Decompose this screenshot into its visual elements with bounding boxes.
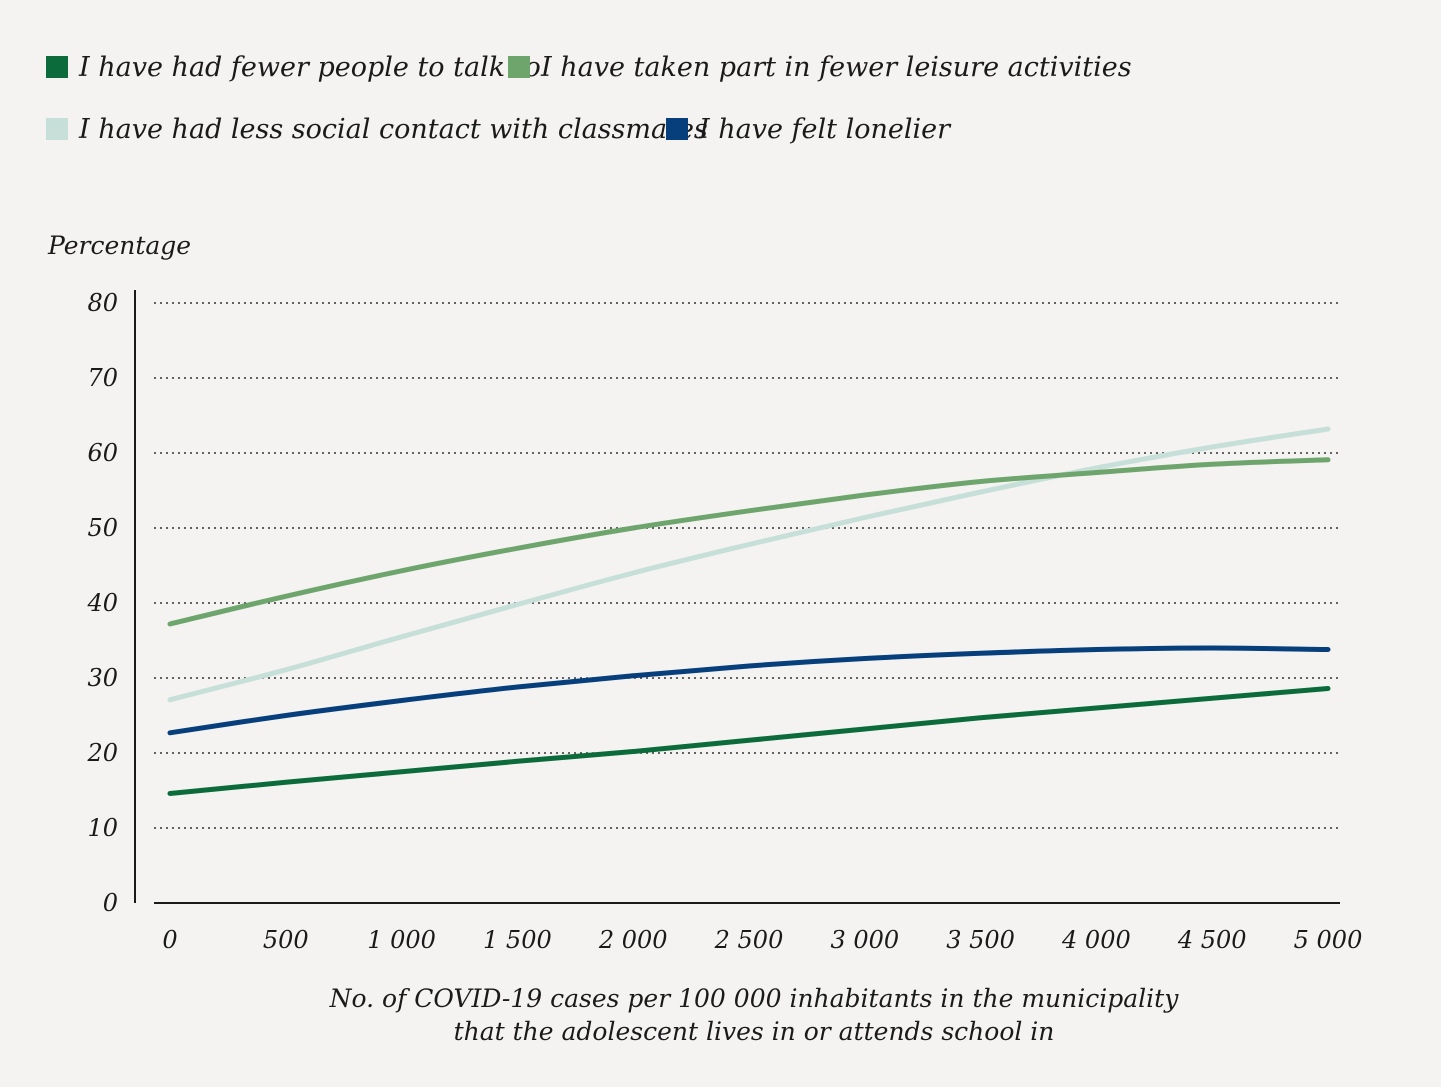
legend: I have had fewer people to talk to I have…: [46, 52, 1132, 145]
series-line-3: [167, 645, 1331, 736]
x-tick-label: 3 000: [830, 926, 899, 954]
legend-swatch-3: [666, 118, 688, 140]
x-tick-label: 500: [263, 926, 309, 954]
legend-label-1: I have taken part in fewer leisure activ…: [540, 52, 1132, 83]
y-tick-label: 80: [87, 289, 118, 317]
gridlines: [154, 302, 1340, 829]
legend-swatch-1: [508, 56, 530, 78]
series-line-1: [167, 457, 1331, 627]
x-tick-label: 3 500: [946, 926, 1015, 954]
legend-swatch-2: [46, 118, 68, 140]
y-tick-label: 0: [103, 889, 118, 917]
y-axis-label: Percentage: [47, 231, 191, 260]
x-tick-label: 5 000: [1294, 926, 1363, 954]
x-tick-label: 1 500: [483, 926, 552, 954]
y-tick-label: 30: [87, 664, 118, 692]
series-lines: [167, 426, 1331, 796]
legend-label-3: I have felt lonelier: [698, 114, 952, 145]
series-line-0: [167, 686, 1331, 796]
x-tick-label: 4 500: [1177, 926, 1247, 954]
x-tick-label: 2 500: [714, 926, 784, 954]
x-axis-label-line-2: that the adolescent lives in or attends …: [454, 1017, 1055, 1046]
y-tick-label: 50: [87, 514, 118, 542]
y-tick-label: 40: [86, 589, 118, 617]
y-axis-ticks: 0 10 20 30 40 50 60 70 80: [86, 289, 118, 917]
y-tick-label: 10: [87, 814, 118, 842]
x-tick-label: 2 000: [598, 926, 668, 954]
y-tick-label: 20: [86, 739, 118, 767]
series-line-2: [167, 426, 1331, 703]
x-tick-label: 4 000: [1061, 926, 1131, 954]
x-axis-ticks: 0 500 1 000 1 500 2 000 2 500 3 000 3 500 4 000 4…: [162, 926, 1362, 954]
x-tick-label: 0: [162, 926, 177, 954]
legend-swatch-0: [46, 56, 68, 78]
y-tick-label: 70: [87, 364, 118, 392]
x-axis-label-line-1: No. of COVID-19 cases per 100 000 inhabi…: [329, 984, 1180, 1013]
legend-label-2: I have had less social contact with clas…: [78, 114, 708, 145]
x-tick-label: 1 000: [367, 926, 436, 954]
legend-label-0: I have had fewer people to talk to: [78, 52, 541, 83]
y-tick-label: 60: [87, 439, 118, 467]
